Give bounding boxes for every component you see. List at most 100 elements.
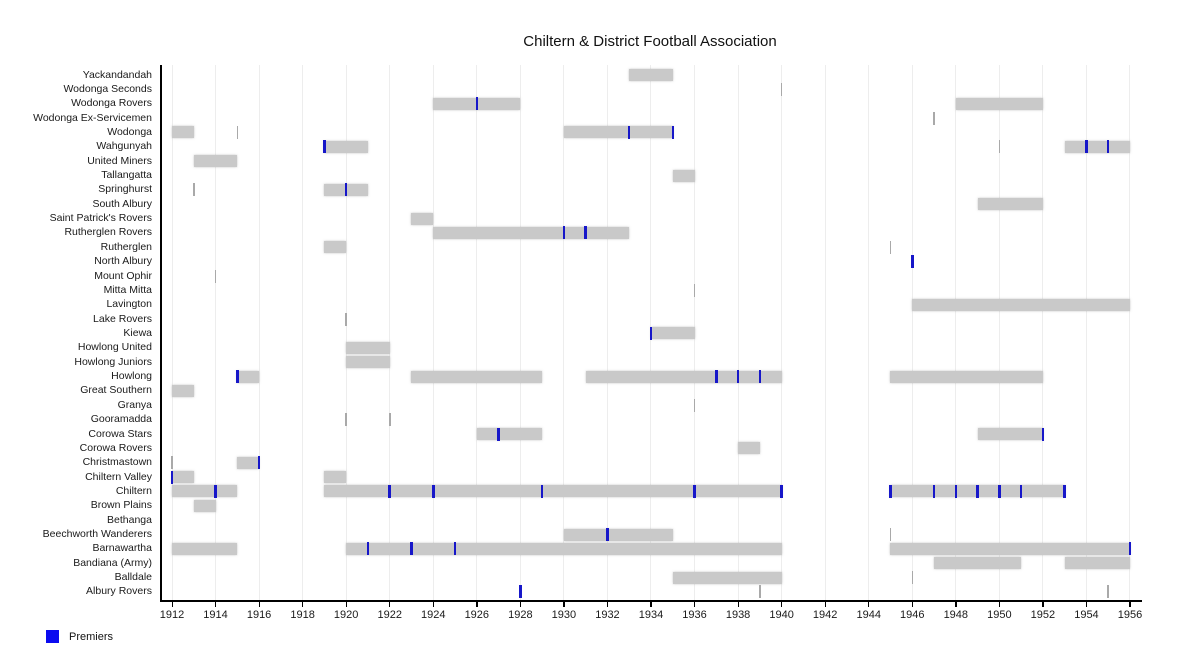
x-axis-tick — [519, 601, 522, 607]
team-label: Wodonga Ex-Servicemen — [33, 111, 152, 124]
premier-tick — [1128, 542, 1132, 556]
premiers-legend-swatch — [46, 630, 59, 643]
x-axis-tick — [258, 601, 260, 607]
timeline-bar — [193, 499, 216, 512]
single-year-mark — [693, 398, 696, 412]
x-tick-label: 1940 — [769, 609, 794, 621]
premier-tick — [671, 125, 675, 139]
x-axis-tick — [911, 601, 913, 607]
team-label: Mitta Mitta — [103, 283, 152, 296]
team-label: North Albury — [94, 255, 152, 268]
x-tick-label: 1954 — [1074, 609, 1099, 621]
team-label: Lake Rovers — [93, 312, 152, 325]
chart-title: Chiltern & District Football Association — [523, 33, 777, 50]
gridline — [389, 65, 391, 600]
premier-tick — [366, 542, 370, 556]
premier-tick — [758, 370, 762, 384]
timeline-bar — [563, 126, 673, 139]
x-axis-tick — [955, 601, 957, 607]
team-label: Mount Ophir — [94, 269, 152, 282]
single-year-mark — [889, 528, 892, 542]
x-axis-tick — [1042, 601, 1044, 607]
gridline — [563, 65, 565, 600]
team-label: Howlong — [111, 370, 152, 383]
team-label: Tallangatta — [101, 169, 152, 182]
premier-tick — [257, 456, 261, 470]
x-axis-tick — [476, 601, 478, 607]
team-label: Granya — [117, 398, 152, 411]
team-label: Barnawartha — [92, 542, 152, 555]
gridline — [432, 65, 434, 600]
x-tick-label: 1918 — [290, 609, 315, 621]
gridline — [694, 65, 696, 600]
premier-tick — [562, 226, 566, 240]
gridline — [1129, 65, 1131, 600]
premier-tick — [780, 484, 783, 498]
timeline-bar — [890, 542, 1130, 555]
team-label: Bethanga — [107, 513, 152, 526]
gridline — [781, 65, 783, 600]
gridline — [824, 65, 826, 600]
timeline-bar — [324, 241, 347, 254]
x-axis-tick — [650, 601, 652, 607]
premier-tick — [976, 484, 979, 498]
team-label: Rutherglen Rovers — [64, 226, 152, 239]
premier-tick — [911, 255, 914, 269]
team-label: Christmastown — [82, 456, 152, 469]
team-label: Balldale — [114, 571, 152, 584]
team-label: Saint Patrick's Rovers — [49, 212, 152, 225]
x-tick-label: 1930 — [551, 609, 577, 621]
team-label: Kiewa — [123, 326, 152, 339]
timeline-bar — [955, 97, 1043, 110]
timeline-bar — [563, 528, 673, 541]
timeline-bar — [476, 428, 543, 441]
timeline-bar — [172, 471, 194, 484]
x-axis-tick — [389, 601, 391, 607]
team-label: Yackandandah — [82, 68, 152, 81]
single-year-mark — [998, 140, 1001, 154]
premier-tick — [954, 484, 958, 498]
timeline-bar — [193, 155, 238, 168]
team-label: South Albury — [92, 197, 152, 210]
timeline-bar — [346, 356, 390, 369]
gridline — [519, 65, 521, 600]
single-year-mark — [171, 456, 173, 470]
gridline — [215, 65, 217, 600]
single-year-mark — [345, 413, 348, 427]
gridline — [302, 65, 304, 600]
x-axis-tick — [998, 601, 1001, 607]
premier-tick — [1063, 484, 1066, 498]
timeline-bar — [172, 542, 238, 555]
premier-tick — [323, 140, 326, 154]
timeline-bar — [650, 327, 695, 340]
x-tick-label: 1912 — [159, 609, 185, 621]
premier-tick — [344, 183, 348, 197]
team-label: Corowa Rovers — [79, 441, 152, 454]
timeline-bar — [411, 212, 434, 225]
timeline-bar — [172, 384, 194, 397]
premier-tick — [497, 427, 500, 441]
premier-tick — [627, 125, 631, 139]
x-tick-label: 1946 — [900, 609, 925, 621]
premier-tick — [170, 470, 174, 484]
team-label: Lavington — [106, 298, 152, 311]
team-label: Springhurst — [98, 183, 152, 196]
timeline-bar — [1064, 140, 1130, 153]
x-tick-label: 1924 — [421, 609, 446, 621]
gridline — [868, 65, 870, 600]
gridline — [345, 65, 347, 600]
single-year-mark — [780, 82, 783, 96]
gridline — [606, 65, 608, 600]
timeline-bar — [172, 126, 194, 139]
premier-tick — [736, 370, 740, 384]
gridline — [476, 65, 478, 600]
x-axis-tick — [824, 601, 826, 607]
premier-tick — [998, 484, 1001, 498]
premier-tick — [584, 226, 587, 240]
single-year-mark — [693, 283, 696, 297]
timeline-bar — [977, 428, 1043, 441]
gridline — [737, 65, 739, 600]
gridline — [1085, 65, 1087, 600]
team-label: Corowa Stars — [88, 427, 152, 440]
